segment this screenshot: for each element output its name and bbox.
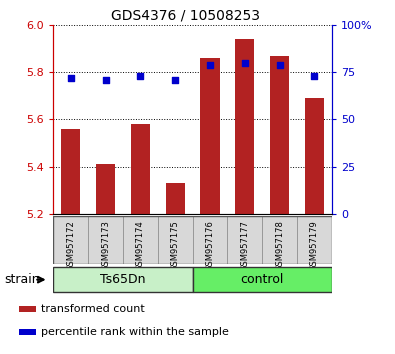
Bar (262, 216, 297, 264)
Bar (96, 165, 115, 214)
Bar (158, 216, 193, 264)
Point (311, 73, 318, 79)
Text: Ts65Dn: Ts65Dn (100, 273, 146, 286)
Bar (19, 329, 36, 335)
Text: GDS4376 / 10508253: GDS4376 / 10508253 (111, 9, 260, 23)
Bar (200, 58, 220, 214)
Text: transformed count: transformed count (41, 304, 145, 314)
Point (102, 77, 109, 82)
Point (68, 75, 74, 81)
Bar (193, 216, 228, 264)
Point (137, 73, 143, 79)
Point (172, 77, 178, 82)
Bar (305, 98, 324, 214)
Text: percentile rank within the sample: percentile rank within the sample (41, 327, 229, 337)
Text: GSM957174: GSM957174 (136, 220, 145, 270)
Bar (53, 216, 88, 264)
Point (207, 62, 213, 67)
Bar (297, 216, 332, 264)
Bar (166, 183, 185, 214)
Bar (53, 267, 193, 292)
Bar (88, 216, 123, 264)
Bar (61, 129, 80, 214)
Bar (123, 216, 158, 264)
Text: GSM957176: GSM957176 (205, 220, 214, 271)
Bar (270, 56, 289, 214)
Text: GSM957179: GSM957179 (310, 220, 319, 270)
Bar (235, 39, 254, 214)
Text: strain: strain (4, 273, 40, 286)
Bar (131, 124, 150, 214)
Text: GSM957175: GSM957175 (171, 220, 180, 270)
Point (242, 60, 248, 65)
Text: GSM957177: GSM957177 (240, 220, 249, 271)
Text: control: control (241, 273, 284, 286)
Bar (228, 216, 262, 264)
Point (276, 62, 283, 67)
Bar (193, 267, 332, 292)
Bar (19, 306, 36, 312)
Text: GSM957172: GSM957172 (66, 220, 75, 270)
Text: GSM957173: GSM957173 (101, 220, 110, 271)
Text: GSM957178: GSM957178 (275, 220, 284, 271)
